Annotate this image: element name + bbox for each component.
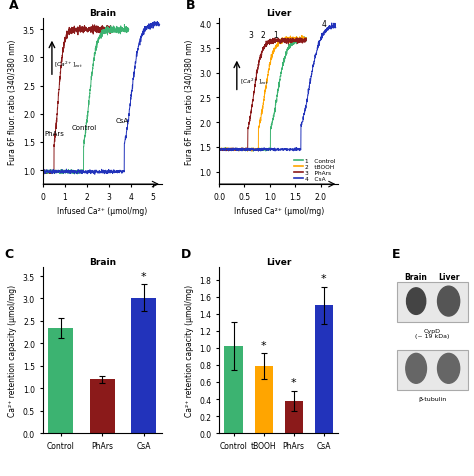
Y-axis label: Ca²⁺ retention capacity (μmol/mg): Ca²⁺ retention capacity (μmol/mg) bbox=[185, 285, 194, 416]
Title: Brain: Brain bbox=[89, 258, 116, 267]
Text: $[Ca^{2+}]_{ext}$: $[Ca^{2+}]_{ext}$ bbox=[54, 60, 83, 70]
Bar bbox=[90, 379, 115, 433]
Text: $[Ca^{2+}]_{ext}$: $[Ca^{2+}]_{ext}$ bbox=[240, 77, 270, 87]
Title: Liver: Liver bbox=[266, 258, 292, 267]
Ellipse shape bbox=[438, 354, 460, 384]
Bar bbox=[131, 298, 156, 433]
Text: 1: 1 bbox=[273, 31, 278, 40]
Text: E: E bbox=[392, 248, 400, 260]
Text: B: B bbox=[186, 0, 195, 12]
Bar bbox=[397, 282, 468, 322]
Bar bbox=[255, 366, 273, 433]
Text: *: * bbox=[291, 377, 297, 387]
Y-axis label: Fura 6F fluor. ratio (340/380 nm): Fura 6F fluor. ratio (340/380 nm) bbox=[185, 40, 194, 164]
Title: Brain: Brain bbox=[89, 10, 116, 18]
Text: *: * bbox=[261, 340, 266, 350]
Text: Control: Control bbox=[72, 125, 97, 131]
Text: A: A bbox=[9, 0, 19, 12]
Text: Liver: Liver bbox=[438, 272, 459, 281]
Bar bbox=[48, 328, 73, 433]
Legend: 1   Control, 2   tBOOH, 3   PhArs, 4   CsA: 1 Control, 2 tBOOH, 3 PhArs, 4 CsA bbox=[294, 159, 335, 182]
Y-axis label: Ca²⁺ retention capacity (μmol/mg): Ca²⁺ retention capacity (μmol/mg) bbox=[9, 285, 18, 416]
X-axis label: Infused Ca²⁺ (μmol/mg): Infused Ca²⁺ (μmol/mg) bbox=[57, 207, 147, 216]
Ellipse shape bbox=[406, 354, 427, 384]
Bar bbox=[315, 306, 333, 433]
Text: 4: 4 bbox=[322, 20, 327, 29]
Text: CypD
(~ 19 kDa): CypD (~ 19 kDa) bbox=[415, 328, 449, 339]
Text: *: * bbox=[141, 271, 147, 281]
Bar bbox=[397, 350, 468, 390]
Title: Liver: Liver bbox=[266, 10, 292, 18]
Text: D: D bbox=[181, 248, 191, 260]
Text: 3: 3 bbox=[248, 31, 254, 40]
Text: 2: 2 bbox=[261, 31, 265, 40]
X-axis label: Infused Ca²⁺ (μmol/mg): Infused Ca²⁺ (μmol/mg) bbox=[234, 207, 324, 216]
Text: Brain: Brain bbox=[405, 272, 428, 281]
Text: *: * bbox=[321, 274, 327, 284]
Bar bbox=[285, 401, 303, 433]
Text: β-tubulin: β-tubulin bbox=[418, 396, 447, 401]
Y-axis label: Fura 6F fluor. ratio (340/380 nm): Fura 6F fluor. ratio (340/380 nm) bbox=[9, 40, 18, 164]
Bar bbox=[225, 347, 243, 433]
Ellipse shape bbox=[438, 287, 460, 317]
Text: C: C bbox=[5, 248, 14, 260]
Text: CsA: CsA bbox=[116, 118, 128, 124]
Text: PhArs: PhArs bbox=[45, 131, 64, 137]
Ellipse shape bbox=[407, 288, 426, 315]
